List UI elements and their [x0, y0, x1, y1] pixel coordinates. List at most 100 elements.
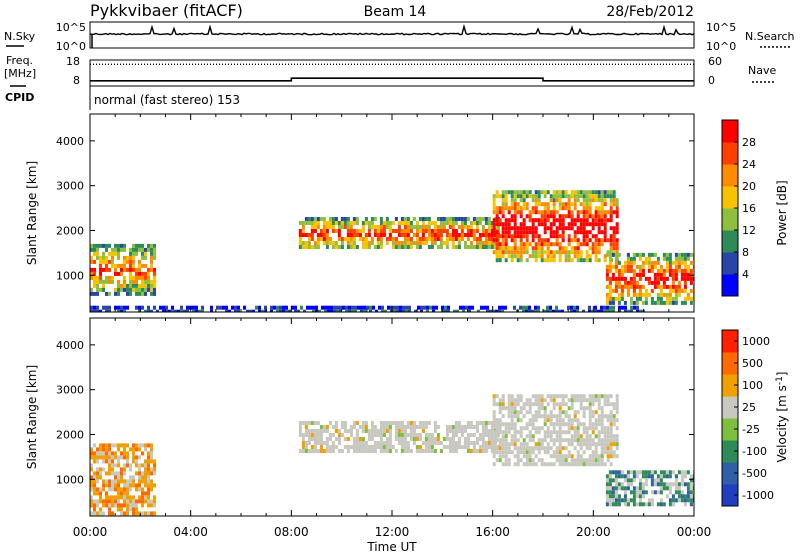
heatmap-cell — [492, 194, 496, 199]
heatmap-cell — [123, 467, 126, 472]
heatmap-cell — [585, 446, 589, 451]
heatmap-cell — [501, 194, 505, 199]
heatmap-cell — [513, 242, 517, 247]
heatmap-cell — [328, 221, 332, 225]
heatmap-cell — [543, 202, 547, 207]
heatmap-cell — [352, 449, 356, 453]
heatmap-cell — [516, 410, 520, 415]
heatmap-cell — [343, 425, 347, 429]
heatmap-cell — [534, 398, 538, 403]
heatmap-cell — [546, 250, 550, 255]
heatmap-cell — [90, 495, 93, 500]
heatmap-cell — [481, 433, 485, 437]
heatmap-cell — [522, 230, 526, 235]
heatmap-cell — [108, 267, 111, 272]
heatmap-cell — [573, 438, 577, 443]
heatmap-cell — [406, 221, 410, 225]
heatmap-cell — [540, 426, 544, 431]
heatmap-cell — [683, 256, 687, 261]
heatmap-cell — [609, 414, 613, 419]
heatmap-cell — [504, 438, 508, 443]
heatmap-cell — [304, 421, 308, 425]
heatmap-cell — [472, 229, 476, 233]
heatmap-cell — [555, 402, 559, 407]
heatmap-cell — [331, 445, 335, 449]
heatmap-cell — [585, 210, 589, 215]
heatmap-cell — [608, 494, 612, 499]
heatmap-cell — [90, 463, 93, 468]
heatmap-cell — [519, 430, 523, 435]
heatmap-cell — [534, 250, 538, 255]
heatmap-cell — [647, 256, 651, 261]
heatmap-cell — [174, 309, 177, 312]
heatmap-cell — [150, 511, 153, 516]
heatmap-cell — [463, 425, 467, 429]
heatmap-cell — [546, 450, 550, 455]
heatmap-cell — [331, 441, 335, 445]
heatmap-cell — [147, 499, 150, 504]
heatmap-cell — [629, 264, 633, 269]
heatmap-cell — [594, 238, 598, 243]
noise-left-tick-top: 10^5 — [56, 21, 86, 34]
heatmap-cell — [319, 433, 323, 437]
heatmap-cell — [349, 445, 353, 449]
heatmap-cell — [588, 210, 592, 215]
heatmap-cell — [683, 264, 687, 269]
heatmap-cell — [665, 276, 669, 281]
heatmap-cell — [528, 242, 532, 247]
heatmap-cell — [534, 190, 538, 195]
heatmap-cell — [99, 275, 102, 280]
heatmap-cell — [484, 237, 488, 241]
heatmap-cell — [540, 210, 544, 215]
heatmap-cell — [540, 394, 544, 399]
heatmap-cell — [513, 206, 517, 211]
heatmap-cell — [492, 442, 496, 447]
heatmap-cell — [310, 237, 314, 241]
heatmap-cell — [340, 433, 344, 437]
heatmap-cell — [594, 258, 598, 263]
heatmap-cell — [579, 258, 583, 263]
heatmap-cell — [376, 241, 380, 245]
heatmap-cell — [442, 445, 446, 449]
heatmap-cell — [165, 305, 168, 310]
heatmap-cell — [579, 422, 583, 427]
heatmap-cell — [567, 226, 571, 231]
heatmap-cell — [638, 482, 642, 487]
heatmap-cell — [120, 495, 123, 500]
heatmap-cell — [570, 210, 574, 215]
heatmap-cell — [433, 437, 437, 441]
heatmap-cell — [689, 502, 693, 507]
heatmap-cell — [102, 455, 105, 460]
heatmap-cell — [605, 486, 609, 491]
heatmap-cell — [585, 198, 589, 203]
heatmap-cell — [117, 471, 120, 476]
velocity-colorbar-swatch — [722, 484, 738, 507]
heatmap-cell — [114, 495, 117, 500]
heatmap-cell — [516, 394, 520, 399]
heatmap-cell — [626, 478, 630, 483]
heatmap-cell — [644, 256, 648, 261]
heatmap-cell — [552, 442, 556, 447]
nave-right-tick-top: 60 — [708, 55, 722, 68]
heatmap-cell — [144, 251, 147, 256]
heatmap-cell — [135, 267, 138, 272]
heatmap-cell — [96, 291, 99, 296]
heatmap-cell — [111, 467, 114, 472]
heatmap-cell — [105, 495, 108, 500]
heatmap-cell — [600, 438, 604, 443]
heatmap-cell — [388, 429, 392, 433]
heatmap-cell — [111, 511, 114, 516]
heatmap-cell — [507, 246, 511, 251]
heatmap-cell — [498, 210, 502, 215]
heatmap-cell — [457, 441, 461, 445]
heatmap-cell — [102, 479, 105, 484]
heatmap-cell — [570, 226, 574, 231]
heatmap-cell — [588, 418, 592, 423]
heatmap-cell — [525, 398, 529, 403]
heatmap-cell — [674, 292, 678, 297]
heatmap-cell — [546, 214, 550, 219]
heatmap-cell — [635, 272, 639, 277]
heatmap-cell — [298, 449, 302, 453]
heatmap-cell — [665, 268, 669, 273]
heatmap-cell — [303, 309, 306, 312]
